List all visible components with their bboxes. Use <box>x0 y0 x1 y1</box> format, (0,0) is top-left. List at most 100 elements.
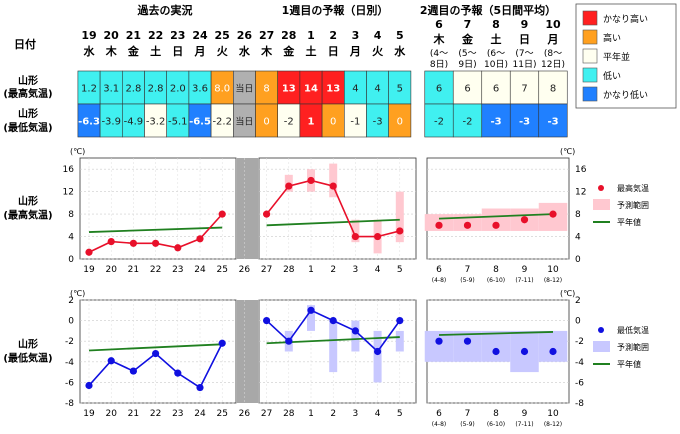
legend-swatch <box>582 48 598 64</box>
table-cell <box>509 103 540 138</box>
forecast-point <box>263 317 271 325</box>
table-cell <box>424 103 454 138</box>
week2-point <box>549 347 557 356</box>
chart-row-label-2: (最高気温) <box>3 209 52 222</box>
day-number: 28 <box>281 29 296 42</box>
y-tick-label: 2 <box>68 296 74 306</box>
table-cell-value: -4.9 <box>124 117 144 128</box>
week2-range-end: 9日) <box>458 59 476 70</box>
weekday: 土 <box>306 44 317 58</box>
x-tick-label: 26 <box>239 409 251 419</box>
y-tick-label-right: 2 <box>575 296 581 306</box>
observed-point <box>174 244 182 252</box>
chart-row-label-2: (最低気温) <box>3 352 52 365</box>
past-label: 過去の実況 <box>137 3 193 17</box>
legend-label: 高い <box>603 32 621 44</box>
week1-label: 1週目の予報（日別） <box>282 3 389 17</box>
normal-line-week2 <box>438 331 554 336</box>
weekday: 火 <box>372 45 384 58</box>
week2-x-tick-label: 8 <box>493 409 499 419</box>
today-bar <box>237 300 258 403</box>
week2-x-tick-label: 7 <box>465 265 471 275</box>
forecast-range-bar <box>351 219 360 243</box>
today-bar <box>237 158 258 259</box>
table-cell-value: 8 <box>550 84 556 95</box>
table-cell-value: 7 <box>521 84 527 95</box>
week2-x-sub-label: (4-8) <box>432 421 446 428</box>
week2-range-end: 8日) <box>430 59 448 70</box>
legend-range-label: 予測範囲 <box>617 200 649 210</box>
panel-week2 <box>426 157 570 260</box>
legend-label: かなり低い <box>603 89 648 101</box>
table-cell-value: 14 <box>304 84 318 95</box>
observed-point <box>152 349 160 358</box>
week2-x-sub-label: (6-10) <box>487 421 505 428</box>
legend-point-swatch <box>598 327 604 333</box>
table-cell-value: 3.1 <box>103 84 119 95</box>
observed-point <box>107 357 115 365</box>
week2-point <box>463 221 472 229</box>
chart-row-label-1: 山形 <box>18 195 38 208</box>
forecast-point <box>263 210 271 218</box>
legend-swatch <box>582 10 598 26</box>
forecast-range-bar <box>373 330 382 383</box>
weekday: 土 <box>150 44 161 58</box>
x-tick-label: 4 <box>375 409 381 419</box>
week2-x-tick-label: 6 <box>436 265 442 275</box>
forecast-point <box>396 227 404 235</box>
x-tick-label: 1 <box>308 409 314 419</box>
weekday: 金 <box>127 44 140 58</box>
table-cell-value: -2.2 <box>212 117 232 128</box>
y-tick-label-right: -2 <box>575 337 584 347</box>
x-tick-label: 25 <box>216 409 227 419</box>
x-tick-label: 20 <box>105 265 117 275</box>
legend-normal-label: 平年値 <box>617 217 641 227</box>
x-tick-label: 24 <box>194 265 206 275</box>
y-tick-label: -4 <box>65 358 74 368</box>
forecast-table: 1.2 3.1 2.8 2.8 2.0 3.6 8.0 当日 8 13 14 13 4 4 5-6.3 -3.… <box>77 70 568 138</box>
x-tick-label: 22 <box>150 409 161 419</box>
panel-week1 <box>258 299 417 404</box>
week2-x-tick-label: 6 <box>436 409 442 419</box>
week2-day-number: 7 <box>464 18 472 31</box>
observed-point <box>85 381 93 390</box>
x-tick-label: 28 <box>283 409 295 419</box>
weekday: 日 <box>328 45 339 58</box>
weekday: 木 <box>260 44 273 58</box>
week2-range-end: 12日) <box>541 59 565 70</box>
legend-swatch <box>582 67 598 83</box>
row-min-label-1: 山形 <box>18 107 38 120</box>
date-label: 日付 <box>14 37 36 51</box>
forecast-point <box>329 317 337 325</box>
table-cell-value: 0 <box>330 117 336 128</box>
table-cell-value: -5.1 <box>168 117 188 128</box>
table-cell-value: 4 <box>374 84 380 95</box>
table-cell-value: 2.8 <box>125 84 141 95</box>
observed-point <box>129 367 137 375</box>
y-tick-label: 0 <box>68 317 74 327</box>
table-cell-value: 2.8 <box>148 84 164 95</box>
forecast-point <box>307 176 315 185</box>
week2-x-tick-label: 10 <box>547 265 559 275</box>
week2-x-sub-label: (5-9) <box>460 277 474 284</box>
week2-point <box>492 221 500 229</box>
week2-weekday: 日 <box>519 33 530 46</box>
week2-range-start: (8～ <box>544 49 562 59</box>
weekday: 月 <box>349 45 361 58</box>
x-tick-label: 3 <box>353 265 359 275</box>
observed-point <box>196 383 204 392</box>
table-cell-value: 6 <box>493 84 499 95</box>
table-cell-value: 6 <box>464 84 470 95</box>
table-cell-value: -3.9 <box>101 117 121 128</box>
table-cell <box>538 103 568 138</box>
row-max-label-1: 山形 <box>18 74 38 87</box>
week2-point <box>520 216 529 224</box>
table-cell <box>509 70 540 105</box>
header: 過去の実況 1週目の予報（日別） 2週目の予報（5日間平均） 日付 <box>14 3 556 51</box>
table-cell-value: 1.2 <box>81 84 97 95</box>
unit-label-left: (℃) <box>70 289 85 298</box>
table-cell-value: 0 <box>263 117 269 128</box>
unit-label-right: (℃) <box>560 289 575 298</box>
